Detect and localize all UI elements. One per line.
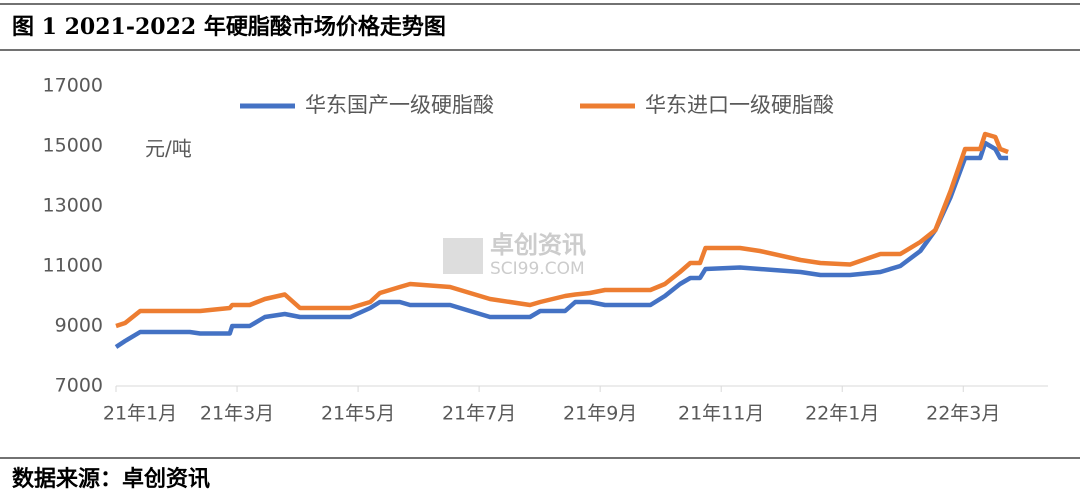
x-tick-label: 21年3月 (200, 403, 274, 425)
series-line (115, 131, 1009, 329)
y-axis-label: 元/吨 (145, 137, 192, 161)
watermark-name: 卓创资讯 (490, 231, 586, 259)
y-tick-label: 7000 (55, 375, 103, 397)
x-tick-label: 21年7月 (442, 403, 516, 425)
x-tick-label: 21年11月 (678, 403, 764, 425)
x-tick-label: 21年1月 (103, 403, 177, 425)
x-tick-label: 22年1月 (805, 403, 879, 425)
watermark-logo (443, 238, 483, 274)
legend-label: 华东国产一级硬脂酸 (305, 93, 494, 117)
y-tick-label: 17000 (43, 75, 103, 97)
watermark-site: SCI99.COM (490, 259, 585, 279)
y-tick-label: 9000 (55, 315, 103, 337)
y-tick-label: 15000 (43, 135, 103, 157)
source-note: 数据来源：卓创资讯 (12, 466, 210, 492)
series-line (114, 140, 1009, 349)
x-tick-label: 21年9月 (563, 403, 637, 425)
y-tick-label: 13000 (43, 195, 103, 217)
y-tick-label: 11000 (43, 255, 103, 277)
figure-title: 图 1 2021-2022 年硬脂酸市场价格走势图 (12, 14, 446, 40)
x-tick-label: 22年3月 (926, 403, 1000, 425)
legend-label: 华东进口一级硬脂酸 (645, 93, 834, 117)
x-tick-label: 21年5月 (321, 403, 395, 425)
